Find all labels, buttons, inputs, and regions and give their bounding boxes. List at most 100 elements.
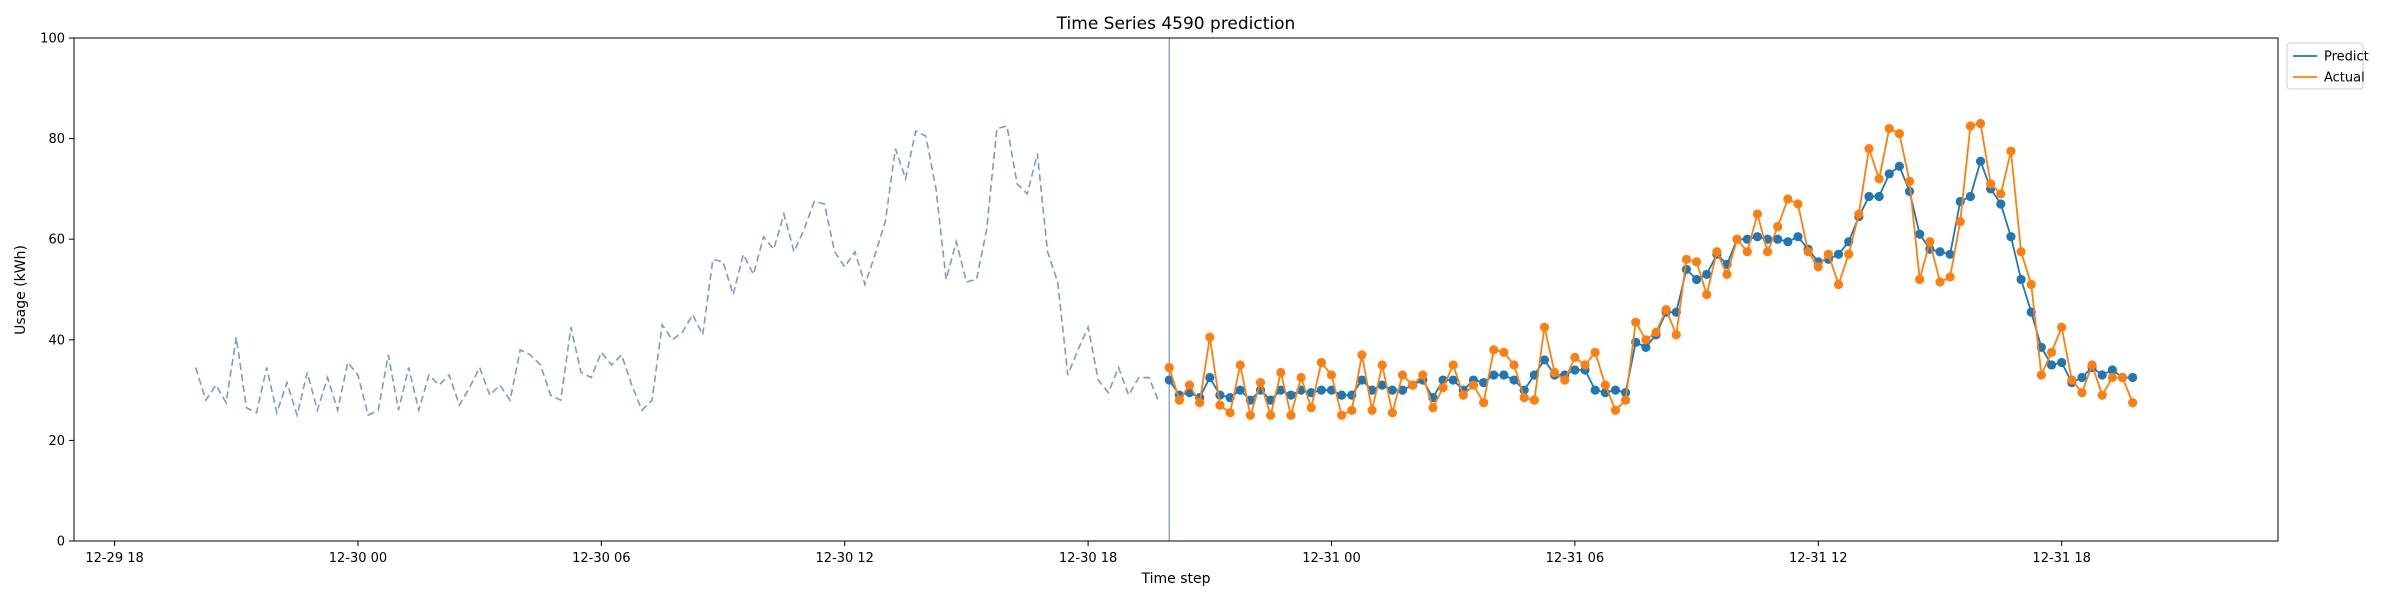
actual-point: [1702, 289, 1712, 300]
actual-point: [1397, 370, 1408, 380]
predict-point: [1499, 370, 1509, 380]
actual-point: [1671, 330, 1681, 340]
actual-point: [1306, 403, 1316, 413]
actual-point: [1458, 390, 1468, 400]
actual-point: [1509, 360, 1519, 370]
actual-point: [1773, 222, 1783, 232]
x-tick-label: 12-31 12: [1789, 551, 1847, 566]
actual-point: [1205, 332, 1215, 342]
legend-label-predict: Predict: [2324, 50, 2369, 65]
predict-point: [1489, 370, 1499, 380]
predict-point: [1367, 385, 1377, 395]
predict-point: [1945, 249, 1955, 259]
actual-point: [1783, 194, 1793, 204]
y-tick-label: 40: [48, 333, 65, 348]
predict-point: [1793, 232, 1803, 242]
actual-point: [1762, 247, 1773, 257]
actual-point: [1641, 335, 1651, 345]
predict-point: [1874, 191, 1884, 202]
x-tick-label: 12-31 00: [1302, 551, 1360, 566]
actual-point: [1580, 360, 1590, 370]
actual-point: [1712, 247, 1722, 257]
predict-point: [1205, 372, 1215, 383]
actual-point: [1550, 367, 1560, 378]
predict-point: [1479, 377, 1489, 388]
actual-point: [1286, 410, 1296, 420]
predict-point: [1864, 191, 1874, 202]
actual-point: [1975, 118, 1986, 129]
predict-point: [1773, 234, 1783, 244]
actual-point: [1529, 395, 1539, 405]
predict-point: [1337, 390, 1347, 400]
actual-point: [1519, 393, 1529, 403]
actual-point: [1225, 408, 1235, 418]
actual-point: [1428, 403, 1438, 413]
x-tick-label: 12-30 18: [1059, 551, 1117, 566]
actual-point: [1884, 123, 1894, 134]
predict-point: [1590, 385, 1600, 395]
y-tick-label: 100: [40, 32, 65, 47]
predict-point: [1752, 232, 1763, 242]
actual-point: [1539, 322, 1550, 332]
actual-point: [1894, 128, 1904, 139]
actual-point: [1184, 380, 1195, 390]
plot-area: 0 20 40 60 80 100 12-29 18 12-30 00 12-30 06 12-3…: [40, 32, 2279, 566]
predict-point: [1377, 380, 1387, 390]
y-axis-label: Usage (kWh): [13, 245, 29, 335]
actual-point: [1489, 345, 1499, 355]
actual-point: [1965, 121, 1975, 131]
actual-point: [1215, 400, 1225, 410]
actual-point: [1631, 317, 1641, 327]
predict-point: [2046, 360, 2057, 370]
y-tick-label: 0: [57, 535, 65, 550]
actual-point: [2006, 146, 2016, 156]
predict-point: [1570, 365, 1580, 375]
actual-point: [1651, 327, 1661, 337]
predict-point: [1286, 390, 1296, 400]
actual-point: [1600, 380, 1610, 390]
actual-point: [1235, 360, 1245, 370]
predict-point: [1915, 229, 1925, 239]
actual-point: [1823, 249, 1834, 259]
actual-point: [2036, 370, 2046, 380]
predict-point: [1884, 169, 1894, 179]
actual-series: [1164, 118, 2138, 420]
predict-point: [1681, 264, 1692, 274]
actual-point: [2117, 372, 2128, 383]
x-axis-label: Time step: [1141, 571, 1211, 587]
predict-point: [1387, 385, 1397, 395]
actual-point: [1844, 249, 1854, 259]
actual-point: [1793, 199, 1803, 209]
predict-point: [2057, 357, 2067, 368]
predict-point: [1509, 375, 1519, 385]
actual-point: [1245, 410, 1255, 420]
actual-point: [1255, 377, 1266, 388]
actual-point: [1945, 272, 1955, 282]
x-tick-label: 12-30 00: [329, 551, 387, 566]
actual-point: [1915, 274, 1925, 285]
predict-point: [1833, 249, 1844, 259]
predict-point: [1702, 269, 1712, 280]
predict-point: [2107, 365, 2117, 375]
predict-point: [2077, 372, 2087, 383]
actual-point: [1499, 347, 1509, 357]
actual-point: [1732, 234, 1742, 244]
actual-point: [1681, 254, 1692, 264]
y-tick-label: 20: [48, 434, 65, 449]
actual-point: [1266, 410, 1276, 420]
actual-point: [1854, 209, 1864, 219]
actual-point: [1935, 277, 1945, 287]
predict-point: [1448, 375, 1458, 385]
actual-point: [1195, 398, 1205, 408]
axes-frame: [73, 37, 2279, 542]
history-line: [194, 125, 1160, 419]
legend-label-actual: Actual: [2324, 71, 2365, 86]
predict-point: [1215, 390, 1225, 400]
actual-point: [1986, 179, 1996, 189]
y-tick-label: 60: [48, 233, 65, 248]
actual-point: [2016, 247, 2026, 257]
legend: Predict Actual: [2286, 42, 2369, 90]
predict-point: [1691, 274, 1702, 285]
